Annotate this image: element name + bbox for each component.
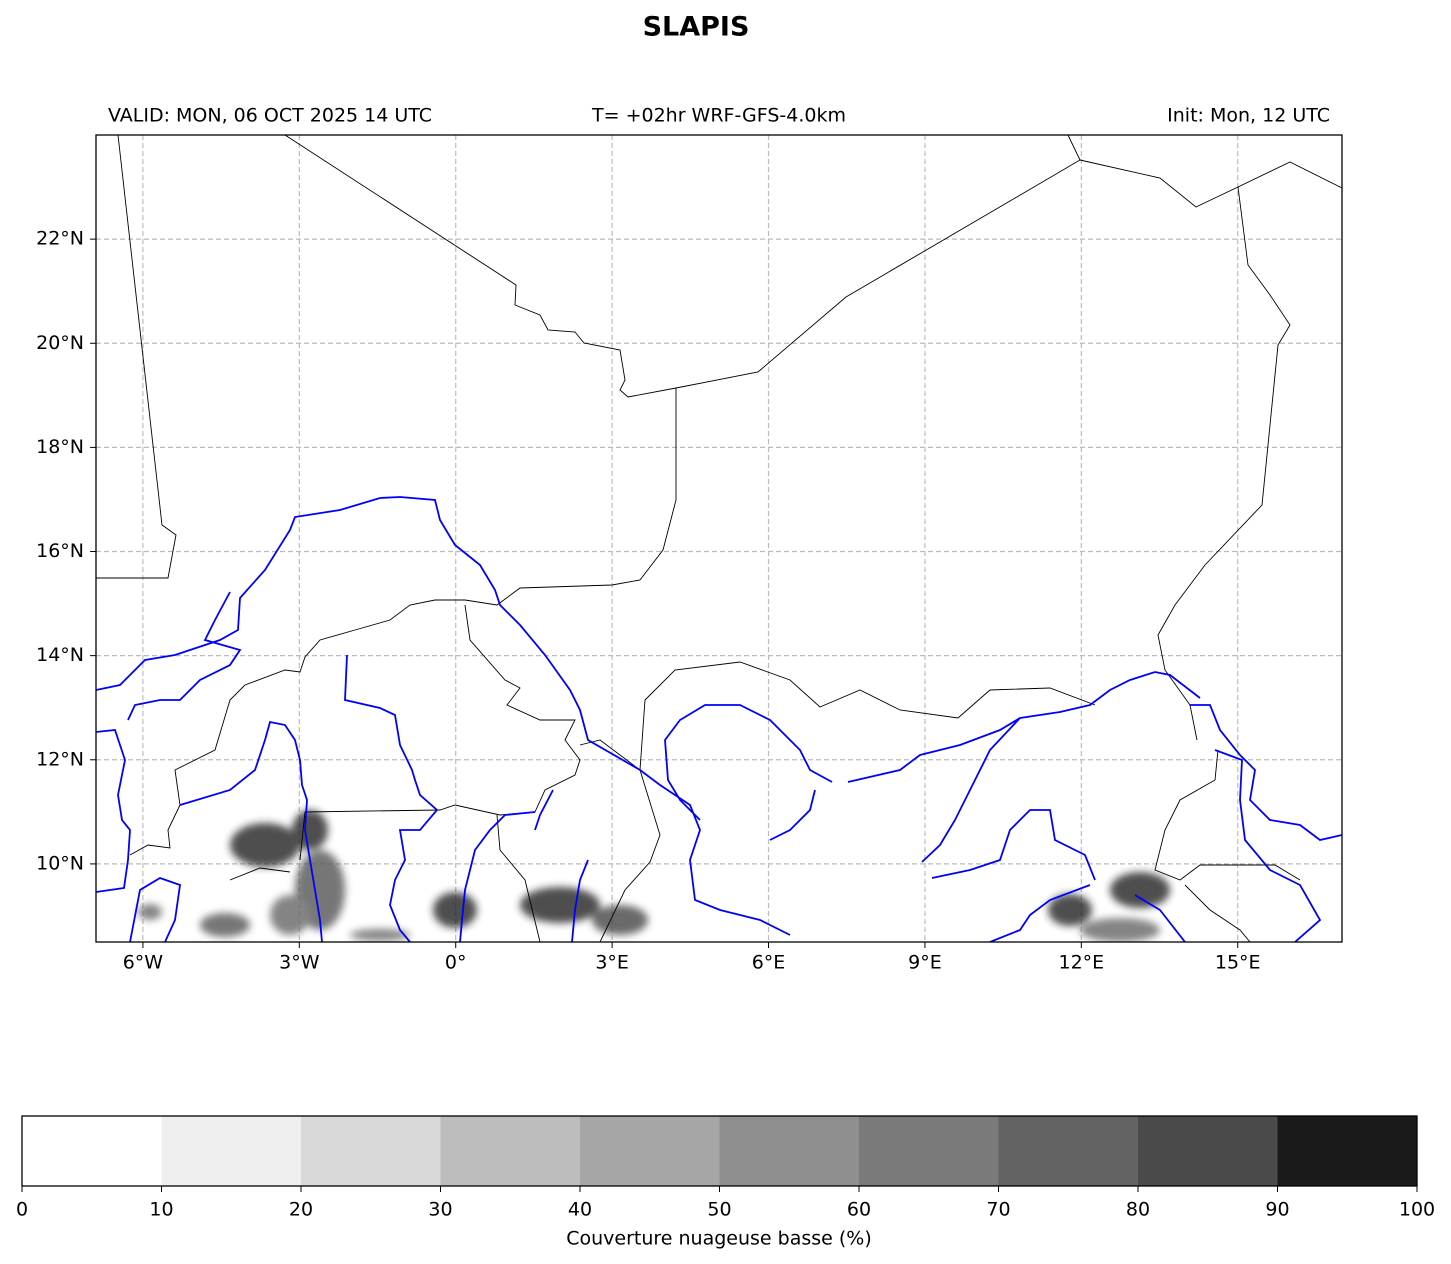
colorbar-segment [719, 1116, 859, 1186]
colorbar-segment [1277, 1116, 1417, 1186]
border [1154, 749, 1301, 881]
lon-tick-label: 12°E [1058, 952, 1104, 974]
river [129, 877, 181, 942]
river [1134, 894, 1186, 942]
colorbar-tick-label: 20 [289, 1199, 313, 1221]
colorbar-tick-label: 60 [847, 1199, 871, 1221]
border [1184, 884, 1251, 942]
river [96, 729, 131, 893]
colorbar-tick-label: 70 [986, 1199, 1010, 1221]
river [179, 720, 323, 942]
colorbar-tick-label: 30 [428, 1199, 452, 1221]
cloud [292, 810, 328, 850]
cloud [1110, 872, 1170, 908]
title: SLAPIS [643, 12, 750, 43]
colorbar-tick-label: 10 [149, 1199, 173, 1221]
river [769, 789, 816, 841]
lat-tick-label: 12°N [36, 748, 84, 770]
cloud [200, 913, 250, 937]
river [664, 704, 833, 821]
map-content [96, 135, 1342, 942]
lon-tick-label: 15°E [1215, 952, 1261, 974]
colorbar-segment [301, 1116, 441, 1186]
rivers [96, 496, 1342, 942]
river [344, 654, 439, 942]
colorbar-segment [161, 1116, 301, 1186]
lat-tick-label: 20°N [36, 332, 84, 354]
border [284, 135, 1081, 398]
colorbar-tick-label: 50 [707, 1199, 731, 1221]
colorbar-segment [1138, 1116, 1278, 1186]
lon-tick-label: 6°E [752, 952, 786, 974]
river [127, 591, 242, 721]
colorbar-segment [998, 1116, 1138, 1186]
cloud [433, 892, 477, 928]
colorbar-tick-label: 80 [1126, 1199, 1150, 1221]
border [1157, 186, 1291, 741]
border [96, 135, 177, 579]
colorbar-segment [580, 1116, 720, 1186]
border [129, 388, 677, 856]
colorbar-frame [21, 1115, 1418, 1187]
cloud [1048, 894, 1092, 926]
colorbar-segment [440, 1116, 580, 1186]
lat-tick-label: 14°N [36, 644, 84, 666]
river [1190, 704, 1342, 841]
river [847, 671, 1201, 783]
river [571, 859, 589, 942]
river [1214, 749, 1322, 942]
river [921, 717, 1021, 863]
river [989, 884, 1091, 942]
run-info: T= +02hr WRF-GFS-4.0km [591, 105, 846, 127]
cloud [230, 823, 300, 867]
lat-tick-label: 22°N [36, 228, 84, 250]
colorbar-tick-label: 100 [1399, 1199, 1435, 1221]
border [299, 604, 581, 861]
colorbar-tick-label: 0 [16, 1199, 28, 1221]
lon-tick-label: 3°W [279, 952, 320, 974]
cloud [1080, 918, 1160, 942]
cloud [592, 905, 648, 935]
border [579, 661, 1096, 771]
colorbar: 0 10 20 30 40 50 60 70 80 90 100 [16, 1116, 1435, 1221]
lat-tick-label: 10°N [36, 852, 84, 874]
lon-tick-label: 0° [445, 952, 467, 974]
lon-tick-label: 9°E [908, 952, 942, 974]
lat-tick-label: 18°N [36, 436, 84, 458]
colorbar-tick-label: 90 [1265, 1199, 1289, 1221]
colorbar-segment [859, 1116, 999, 1186]
borders [96, 135, 1342, 942]
cloud [138, 904, 162, 920]
lat-tick-label: 16°N [36, 540, 84, 562]
colorbar-tick-label: 40 [568, 1199, 592, 1221]
valid-time: VALID: MON, 06 OCT 2025 14 UTC [108, 105, 432, 127]
cloud [350, 929, 410, 941]
lon-tick-label: 3°E [595, 952, 629, 974]
cloud [520, 887, 600, 923]
map-frame [95, 134, 1343, 943]
grid [90, 135, 1342, 948]
colorbar-segment [22, 1116, 162, 1186]
border [599, 769, 661, 942]
border [229, 867, 291, 881]
river [459, 811, 536, 942]
lon-tick-label: 6°W [123, 952, 164, 974]
border [1079, 159, 1342, 208]
colorbar-label: Couverture nuageuse basse (%) [566, 1228, 872, 1250]
river [931, 809, 1096, 881]
river [534, 789, 554, 831]
cloud [270, 895, 310, 935]
border [496, 814, 541, 942]
cloud-cover [138, 810, 1170, 942]
river [96, 496, 791, 936]
init-time: Init: Mon, 12 UTC [1167, 105, 1330, 127]
